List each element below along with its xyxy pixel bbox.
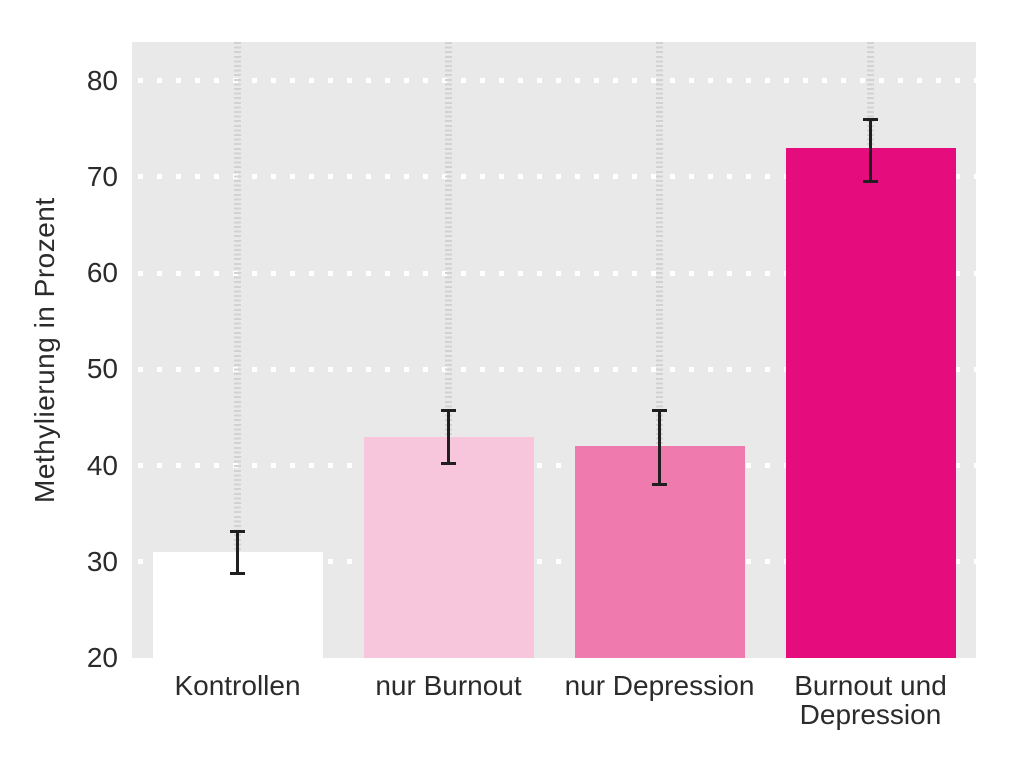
error-bar-cap-bottom <box>230 571 245 575</box>
horizontal-gridline <box>138 463 976 468</box>
x-category-label: Burnout und Depression <box>794 670 947 730</box>
horizontal-gridline <box>138 78 976 83</box>
horizontal-gridline <box>138 174 976 180</box>
error-bar-cap-bottom <box>652 483 667 487</box>
error-bar-cap-top <box>863 117 878 121</box>
bar-center-guide-line <box>445 42 452 658</box>
x-category-label: nur Burnout <box>375 670 522 701</box>
x-category-label: Kontrollen <box>174 670 301 701</box>
horizontal-gridline <box>138 366 976 372</box>
plot-area <box>132 42 976 658</box>
error-bar-cap-bottom <box>863 180 878 184</box>
bar <box>363 436 534 658</box>
y-tick-label: 30 <box>86 545 118 577</box>
x-category-label: nur Depression <box>564 670 755 701</box>
horizontal-gridline <box>138 270 976 276</box>
y-tick-label: 50 <box>86 353 118 385</box>
bar-center-guide-line <box>234 42 241 658</box>
y-tick-label: 20 <box>86 642 118 673</box>
bar <box>785 147 956 658</box>
error-bar-cap-top <box>652 409 667 413</box>
error-bar-cap-top <box>230 530 245 534</box>
error-bar-cap-bottom <box>441 462 456 466</box>
y-tick-label: 80 <box>86 64 118 96</box>
error-bar-stem <box>447 410 450 464</box>
error-bar-cap-top <box>441 409 456 413</box>
y-tick-label: 70 <box>86 160 118 192</box>
error-bar-stem <box>236 531 239 574</box>
y-tick-label: 60 <box>86 257 118 288</box>
error-bar-stem <box>869 119 872 182</box>
bar-center-guide-line <box>656 42 663 658</box>
error-bar-stem <box>658 410 661 485</box>
y-tick-label: 40 <box>86 449 118 481</box>
horizontal-gridline <box>138 559 976 565</box>
